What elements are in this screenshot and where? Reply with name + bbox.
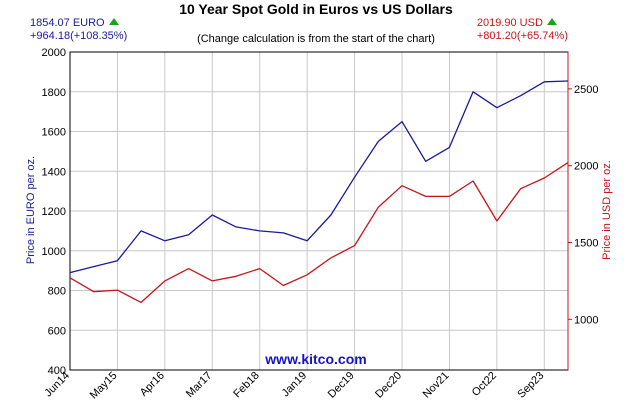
y-tick-label-left: 2000	[42, 47, 66, 59]
x-tick-label: Dec20	[373, 370, 404, 400]
chart-subtitle: (Change calculation is from the start of…	[197, 33, 435, 45]
y-tick-label-right: 1500	[574, 237, 598, 249]
x-tick-label: Sep23	[515, 370, 546, 400]
x-tick-label: Nov21	[421, 370, 452, 400]
x-tick-label: Mar17	[184, 370, 215, 400]
usd-change: +801.20(+65.74%)	[476, 30, 568, 42]
euro-price: 1854.07 EURO	[30, 17, 105, 29]
y-tick-label-left: 600	[48, 325, 66, 337]
euro-change: +964.18(+108.35%)	[30, 30, 128, 42]
y-tick-label-right: 2000	[574, 161, 598, 173]
y-axis-label-right: Price in USD per oz.	[601, 160, 613, 260]
y-tick-label-left: 1600	[42, 127, 66, 139]
x-tick-label: Dec19	[326, 370, 357, 400]
y-tick-label-left: 1800	[42, 87, 66, 99]
y-tick-label-left: 1200	[42, 206, 66, 218]
chart-title: 10 Year Spot Gold in Euros vs US Dollars	[179, 1, 453, 17]
y-tick-label-left: 800	[48, 286, 66, 298]
y-tick-label-right: 1000	[574, 314, 598, 326]
green-up-triangle-icon	[108, 18, 119, 25]
x-tick-label: Apr16	[138, 370, 167, 399]
usd-series-line	[69, 162, 569, 304]
usd-price: 2019.90 USD	[476, 17, 543, 29]
series-layer	[69, 80, 569, 304]
watermark: www.kitco.com	[264, 351, 366, 367]
y-axis-label-left: Price in EURO per oz.	[25, 156, 37, 264]
x-tick-label: Jan19	[280, 370, 310, 400]
x-tick-label: Feb18	[231, 370, 262, 400]
y-tick-label-left: 1400	[42, 166, 66, 178]
y-tick-label-left: 400	[48, 365, 66, 377]
euro-series-line	[69, 80, 569, 274]
y-tick-label-right: 2500	[574, 84, 598, 96]
x-tick-label: Oct22	[470, 370, 499, 399]
grid	[69, 51, 568, 371]
green-up-triangle-icon	[546, 18, 557, 25]
usd-stats: 2019.90 USD +801.20(+65.74%)	[477, 17, 568, 43]
y-tick-label-left: 1000	[42, 246, 66, 258]
x-tick-label: May15	[88, 370, 120, 400]
euro-stats: 1854.07 EURO +964.18(+108.35%)	[30, 17, 127, 43]
axes: 400 600 800 1000 1200 1400 1600 1800 2000 1000 150…	[42, 47, 599, 400]
